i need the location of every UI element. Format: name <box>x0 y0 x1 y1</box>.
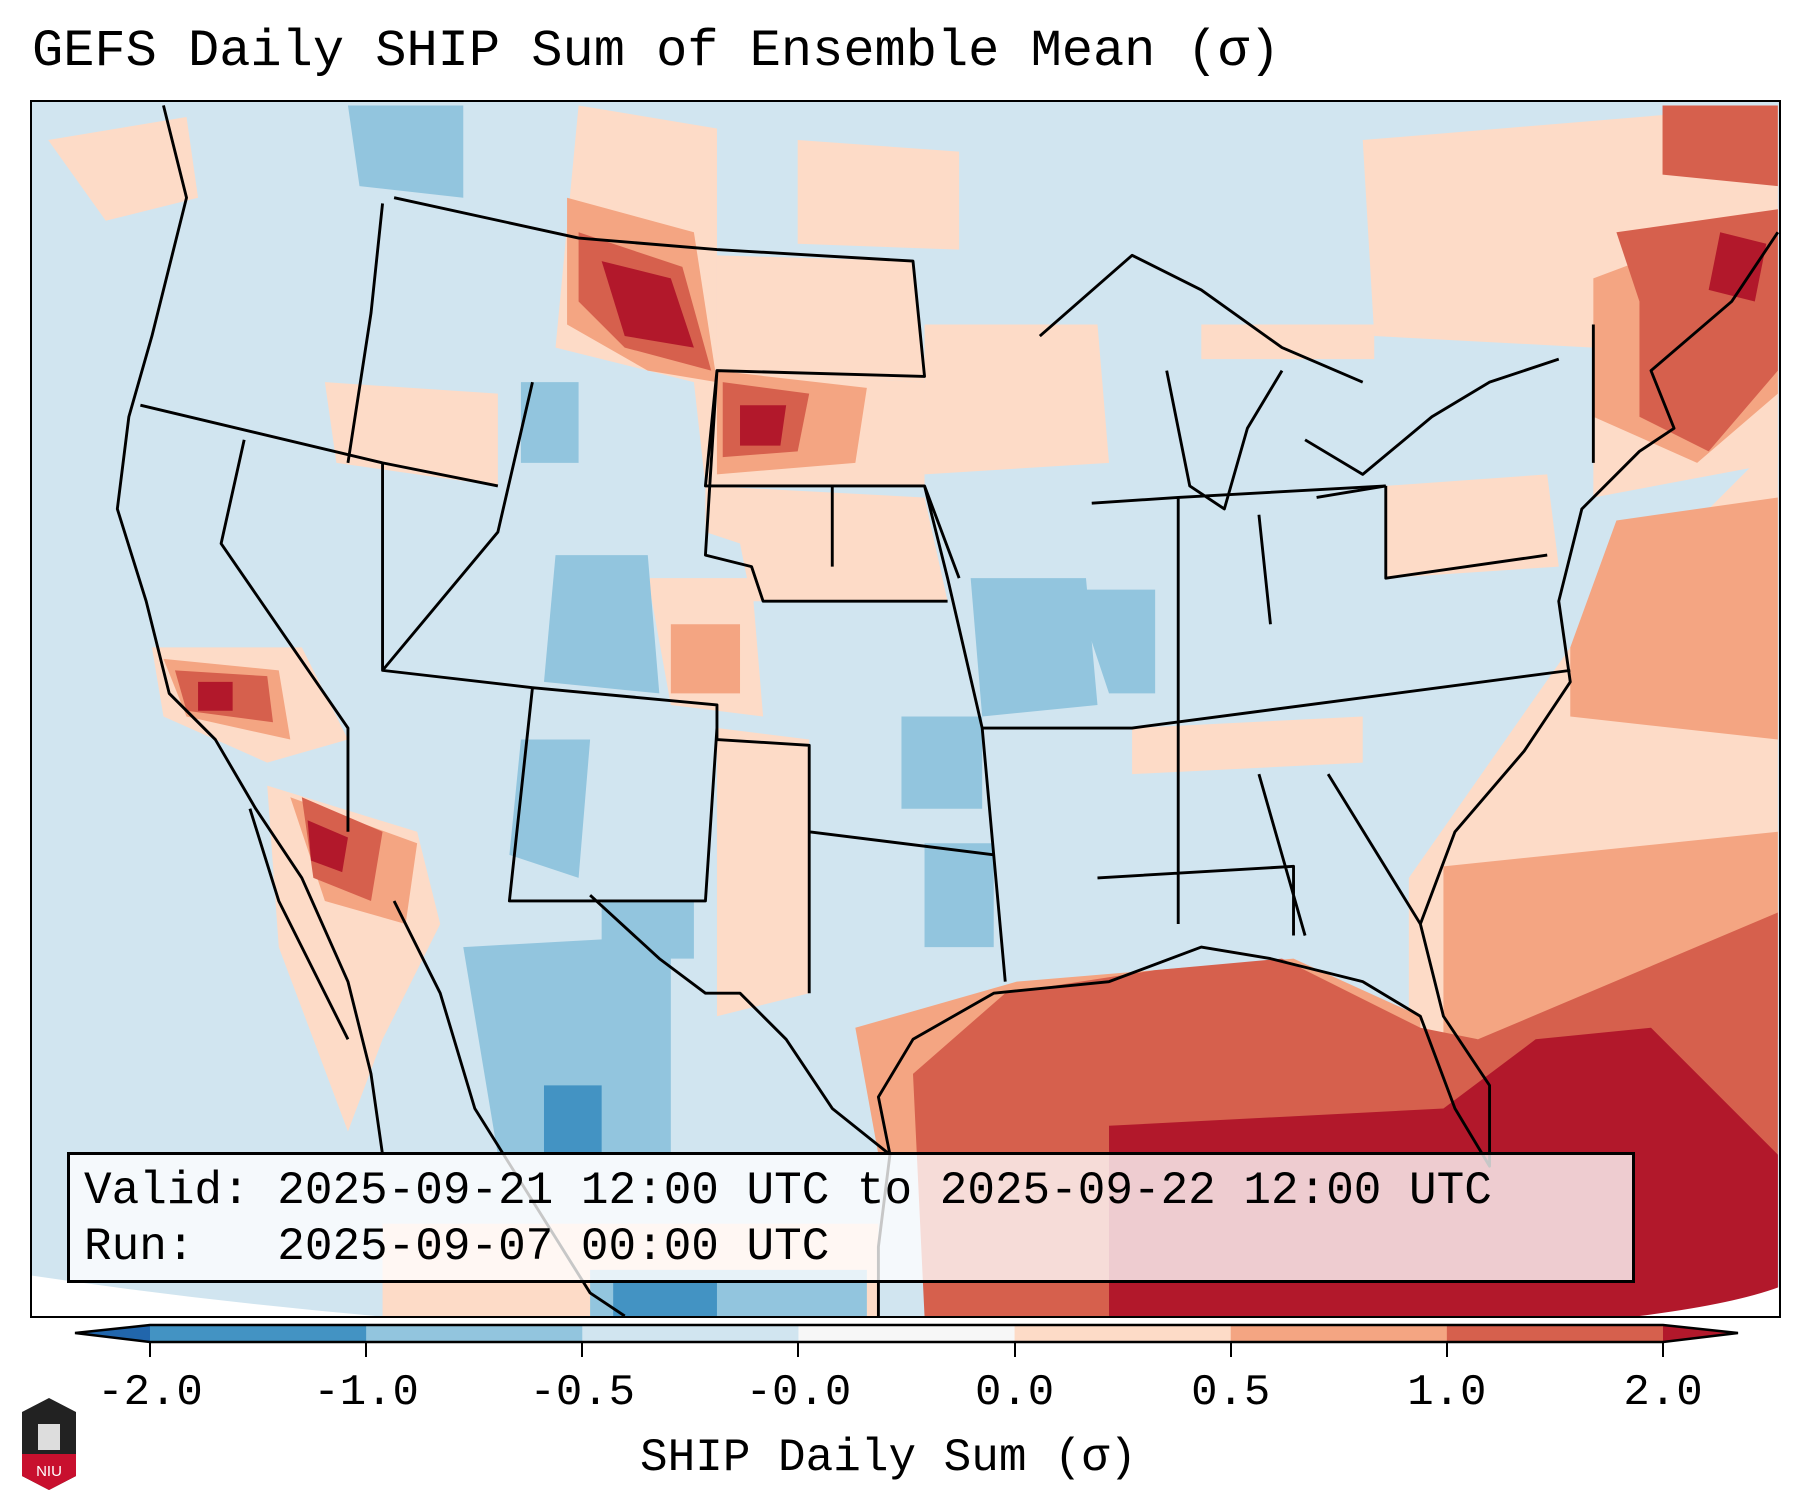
map-panel <box>30 100 1781 1318</box>
colorbar-tick <box>797 1342 800 1357</box>
anomaly-region <box>670 624 741 694</box>
colorbar-tick <box>581 1342 584 1357</box>
colorbar-tick-label: 0.0 <box>974 1368 1055 1418</box>
svg-text:NIU: NIU <box>36 1463 62 1480</box>
anomaly-region <box>1132 716 1363 775</box>
anomaly-region <box>613 1281 717 1316</box>
anomaly-region <box>716 255 925 383</box>
colorbar-bin <box>366 1325 583 1342</box>
great-lakes <box>1038 253 1560 511</box>
colorbar-tick <box>1445 1342 1448 1357</box>
anomaly-region <box>1201 324 1375 360</box>
anomaly-region <box>924 843 994 948</box>
anomaly-field <box>32 105 1779 1316</box>
anomaly-region <box>543 1085 602 1155</box>
anomaly-region <box>705 485 948 602</box>
anomaly-region <box>347 105 464 198</box>
anomaly-region <box>509 739 591 878</box>
anomaly-region <box>307 820 348 873</box>
colorbar-bin <box>1230 1325 1448 1342</box>
anomaly-region <box>970 578 1098 717</box>
niu-logo: NIU <box>22 1398 76 1490</box>
anomaly-region <box>198 681 233 711</box>
anomaly-region <box>716 728 810 1017</box>
colorbar-bin <box>798 1325 1016 1342</box>
colorbar-tick-label: 2.0 <box>1623 1368 1703 1418</box>
anomaly-region <box>601 261 694 348</box>
anomaly-region <box>1662 105 1778 187</box>
coastline <box>876 231 1779 1168</box>
anomaly-region <box>1708 232 1767 302</box>
colorbar-tick <box>1229 1342 1232 1357</box>
colorbar-tick-label: 0.5 <box>1191 1368 1271 1418</box>
anomaly-region <box>520 382 579 463</box>
colorbar-tick <box>1013 1342 1016 1357</box>
map-title: GEFS Daily SHIP Sum of Ensemble Mean (σ) <box>32 22 1281 81</box>
colorbar <box>74 1323 1739 1344</box>
colorbar-tick-label: -1.0 <box>313 1368 419 1418</box>
anomaly-region <box>463 935 671 1155</box>
anomaly-region <box>48 116 199 221</box>
colorbar-label: SHIP Daily Sum (σ) <box>640 1432 1137 1484</box>
anomaly-region <box>924 324 1110 475</box>
outside-projection <box>32 1275 376 1316</box>
colorbar-tick-label: -0.5 <box>529 1368 636 1418</box>
outside-projection <box>1639 1287 1779 1316</box>
colorbar-tick-label: 1.0 <box>1407 1368 1487 1418</box>
anomaly-region <box>797 140 960 250</box>
colorbar-tick-label: -2.0 <box>97 1368 203 1418</box>
valid-time-box: Valid: 2025-09-21 12:00 UTC to 2025-09-2… <box>67 1152 1635 1283</box>
coastline <box>115 105 384 1155</box>
anomaly-region <box>740 405 787 446</box>
colorbar-tick <box>1662 1342 1664 1357</box>
colorbar-bin <box>582 1325 799 1342</box>
anomaly-region <box>1074 589 1156 694</box>
state-borders <box>140 196 1595 994</box>
run-time-text: Run: 2025-09-07 00:00 UTC <box>84 1221 830 1273</box>
colorbar-tick <box>365 1342 368 1357</box>
anomaly-region <box>543 555 660 694</box>
colorbar-tick-label: -0.0 <box>745 1368 852 1418</box>
valid-time-text: Valid: 2025-09-21 12:00 UTC to 2025-09-2… <box>84 1165 1492 1217</box>
colorbar-extend-high <box>1663 1325 1738 1342</box>
anomaly-region <box>1570 497 1778 740</box>
colorbar-bin <box>1014 1325 1232 1342</box>
colorbar-extend-low <box>75 1325 150 1342</box>
colorbar-tick <box>149 1342 151 1357</box>
colorbar-bin <box>1446 1325 1664 1342</box>
anomaly-region <box>901 716 983 809</box>
colorbar-bin <box>150 1325 367 1342</box>
anomaly-region <box>1385 474 1559 579</box>
anomaly-region <box>324 382 498 486</box>
